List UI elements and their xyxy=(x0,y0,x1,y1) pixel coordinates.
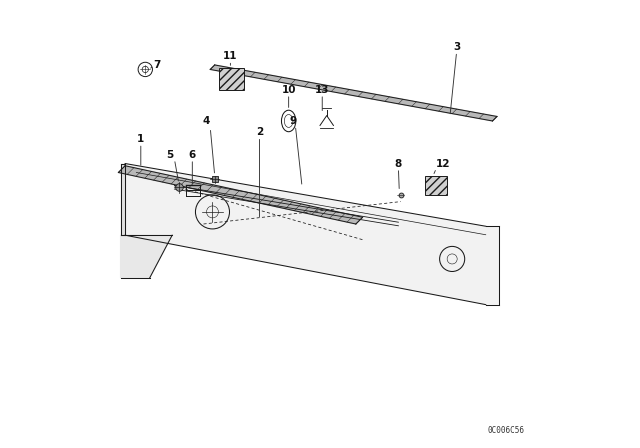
Polygon shape xyxy=(118,166,362,224)
Text: 8: 8 xyxy=(395,159,402,168)
Text: 1: 1 xyxy=(137,134,145,144)
Text: 5: 5 xyxy=(166,150,173,159)
Bar xyxy=(425,176,447,195)
Bar xyxy=(219,68,244,90)
Polygon shape xyxy=(125,164,499,305)
Polygon shape xyxy=(210,65,497,121)
Text: 0C006C56: 0C006C56 xyxy=(488,426,524,435)
Text: 10: 10 xyxy=(282,85,296,95)
Text: 9: 9 xyxy=(289,116,297,126)
Polygon shape xyxy=(120,235,172,278)
Text: 4: 4 xyxy=(202,116,209,126)
Text: 6: 6 xyxy=(189,150,196,159)
Text: 3: 3 xyxy=(453,42,460,52)
Text: 12: 12 xyxy=(436,159,451,168)
Text: 7: 7 xyxy=(153,60,160,70)
Text: 2: 2 xyxy=(256,127,263,137)
Polygon shape xyxy=(120,164,125,235)
Text: 11: 11 xyxy=(223,51,237,61)
Text: 13: 13 xyxy=(315,85,330,95)
